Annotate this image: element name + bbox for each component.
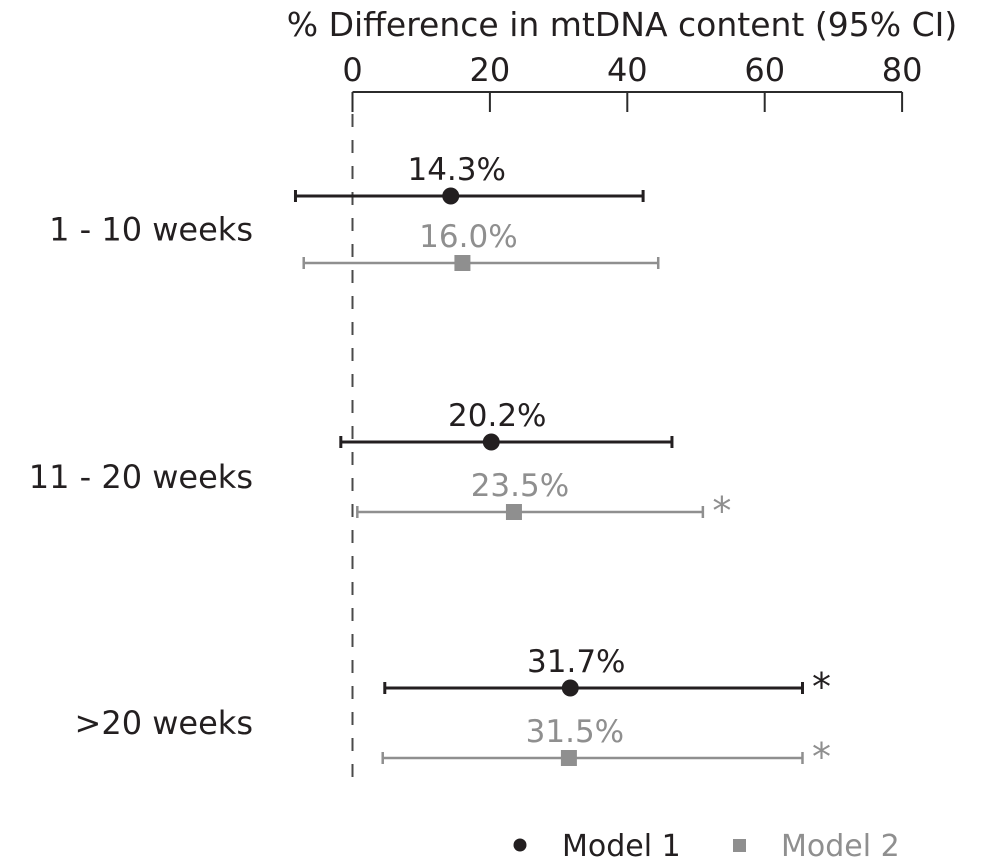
legend-marker-model2-square-icon — [733, 839, 746, 852]
group-label-2: 11 - 20 weeks — [29, 458, 253, 496]
x-axis-tick-label-20: 20 — [470, 51, 511, 89]
point-marker-g1-model1 — [442, 187, 460, 205]
significance-asterisk-g2-model2: * — [712, 489, 731, 533]
point-marker-g2-model2 — [505, 504, 522, 520]
x-axis-tick-label-80: 80 — [882, 51, 923, 89]
estimate-label-g2-model1: 20.2% — [448, 398, 546, 434]
legend-label-model1: Model 1 — [562, 829, 681, 858]
x-axis-tick-label-60: 60 — [744, 51, 785, 89]
group-label-3: >20 weeks — [75, 704, 253, 742]
estimate-label-g1-model1: 14.3% — [407, 152, 505, 188]
estimate-label-g3-model2: 31.5% — [526, 714, 624, 750]
x-axis-tick-label-0: 0 — [342, 51, 362, 89]
estimate-label-g1-model2: 16.0% — [419, 219, 517, 255]
significance-asterisk-g3-model1: * — [812, 665, 831, 709]
group-label-1: 1 - 10 weeks — [49, 211, 253, 249]
chart-title: % Difference in mtDNA content (95% CI) — [287, 5, 957, 44]
estimate-label-g2-model2: 23.5% — [471, 468, 569, 504]
point-marker-g3-model1 — [561, 679, 579, 697]
x-axis-tick-label-40: 40 — [607, 51, 648, 89]
estimate-label-g3-model1: 31.7% — [527, 644, 625, 680]
legend-label-model2: Model 2 — [781, 829, 900, 858]
point-marker-g2-model1 — [482, 433, 500, 451]
point-marker-g1-model2 — [454, 255, 471, 271]
legend-marker-model1-circle-icon — [513, 838, 527, 852]
significance-asterisk-g3-model2: * — [812, 735, 831, 779]
point-marker-g3-model2 — [560, 750, 577, 766]
